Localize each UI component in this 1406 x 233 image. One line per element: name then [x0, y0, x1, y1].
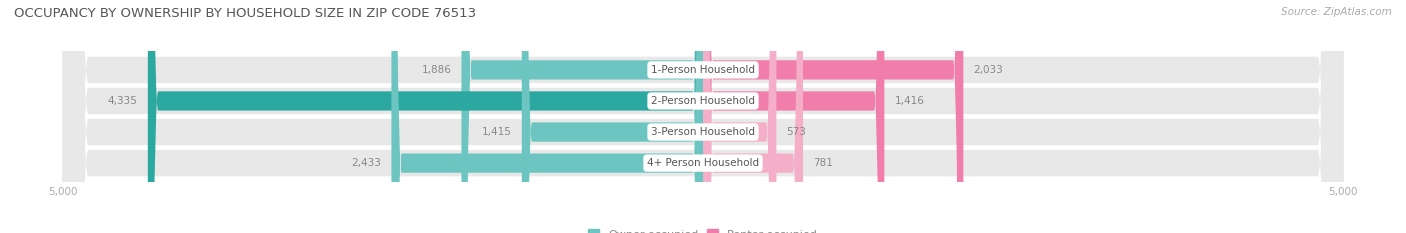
- FancyBboxPatch shape: [63, 0, 1343, 233]
- Legend: Owner-occupied, Renter-occupied: Owner-occupied, Renter-occupied: [583, 225, 823, 233]
- Text: 1,886: 1,886: [422, 65, 451, 75]
- FancyBboxPatch shape: [63, 0, 1343, 233]
- Text: 781: 781: [813, 158, 834, 168]
- FancyBboxPatch shape: [522, 0, 703, 233]
- Text: Source: ZipAtlas.com: Source: ZipAtlas.com: [1281, 7, 1392, 17]
- Text: 2,433: 2,433: [352, 158, 381, 168]
- FancyBboxPatch shape: [703, 0, 884, 233]
- FancyBboxPatch shape: [63, 0, 1343, 233]
- Text: 1-Person Household: 1-Person Household: [651, 65, 755, 75]
- Text: OCCUPANCY BY OWNERSHIP BY HOUSEHOLD SIZE IN ZIP CODE 76513: OCCUPANCY BY OWNERSHIP BY HOUSEHOLD SIZE…: [14, 7, 477, 20]
- Text: 2-Person Household: 2-Person Household: [651, 96, 755, 106]
- FancyBboxPatch shape: [703, 0, 776, 233]
- Text: 4,335: 4,335: [108, 96, 138, 106]
- Text: 3-Person Household: 3-Person Household: [651, 127, 755, 137]
- FancyBboxPatch shape: [148, 0, 703, 233]
- FancyBboxPatch shape: [703, 0, 803, 233]
- FancyBboxPatch shape: [703, 0, 963, 233]
- FancyBboxPatch shape: [63, 0, 1343, 233]
- FancyBboxPatch shape: [391, 0, 703, 233]
- Text: 2,033: 2,033: [973, 65, 1004, 75]
- Text: 573: 573: [786, 127, 807, 137]
- Text: 1,415: 1,415: [482, 127, 512, 137]
- FancyBboxPatch shape: [461, 0, 703, 233]
- Text: 4+ Person Household: 4+ Person Household: [647, 158, 759, 168]
- Text: 1,416: 1,416: [894, 96, 925, 106]
